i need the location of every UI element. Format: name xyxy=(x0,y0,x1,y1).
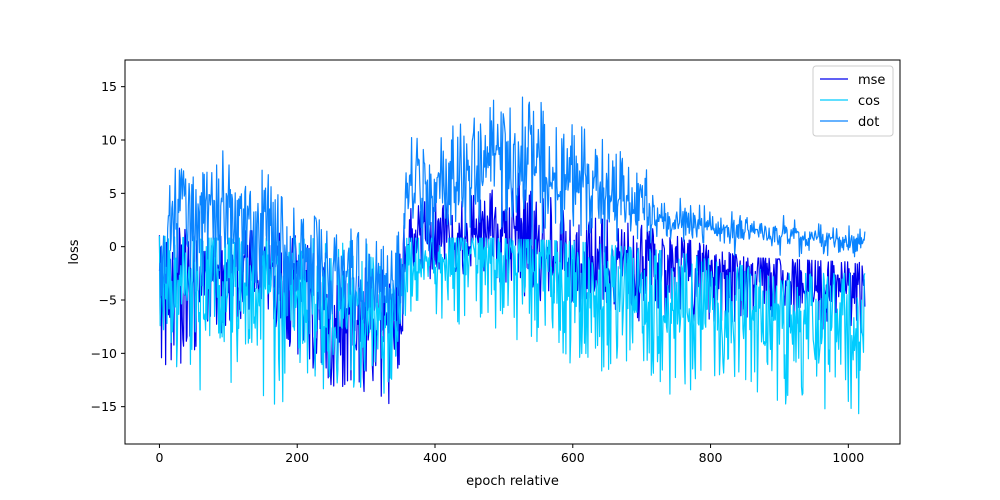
y-tick-label: 0 xyxy=(109,239,117,254)
y-tick-label: −15 xyxy=(91,399,117,414)
legend-label-cos: cos xyxy=(858,94,880,109)
x-axis-ticks: 0 200 400 600 800 1000 xyxy=(155,444,864,465)
y-tick-label: −5 xyxy=(99,293,117,308)
x-tick-label: 400 xyxy=(423,450,447,465)
x-tick-label: 200 xyxy=(285,450,309,465)
plot-frame xyxy=(124,59,901,445)
series-line-dot xyxy=(158,96,866,335)
legend-label-dot: dot xyxy=(858,115,879,130)
series-layer xyxy=(158,96,866,415)
x-axis-label: epoch relative xyxy=(466,474,559,489)
x-tick-label: 800 xyxy=(699,450,723,465)
x-tick-label: 0 xyxy=(155,450,163,465)
y-tick-label: 10 xyxy=(101,133,117,148)
y-tick-label: 15 xyxy=(101,79,117,94)
y-axis-label: loss xyxy=(67,239,82,264)
x-tick-label: 1000 xyxy=(832,450,864,465)
y-axis-ticks: −15 −10 −5 0 5 10 15 xyxy=(91,79,125,414)
x-tick-label: 600 xyxy=(561,450,585,465)
y-tick-label: 5 xyxy=(109,186,117,201)
legend-label-mse: mse xyxy=(858,73,885,88)
legend-box xyxy=(812,65,894,137)
y-tick-label: −10 xyxy=(91,346,117,361)
legend: mse cos dot xyxy=(812,65,894,137)
